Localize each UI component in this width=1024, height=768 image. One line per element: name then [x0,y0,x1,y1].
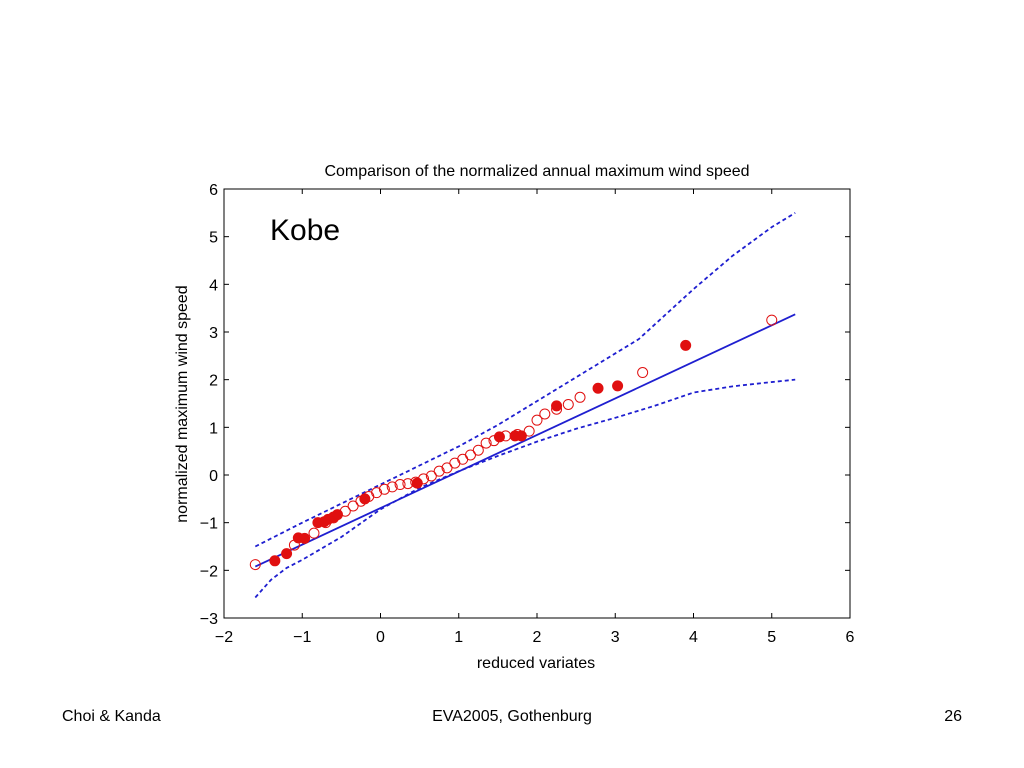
data-point-open [347,500,359,512]
data-point-filled [515,430,527,442]
data-point-open [472,444,484,456]
data-point-open [425,470,437,482]
x-axis-label: reduced variates [477,655,595,672]
data-point-open [249,559,261,571]
y-tick-label: 5 [209,230,218,247]
y-tick-label: −3 [200,611,218,628]
data-point-open [308,527,320,539]
chart-title: Comparison of the normalized annual maxi… [324,163,749,180]
data-point-open [441,462,453,474]
data-point-open [539,408,551,420]
data-point-filled [493,431,505,443]
chart-annotation: Kobe [270,214,340,247]
data-point-filled [551,400,563,412]
data-point-filled [281,548,293,560]
plot-frame [223,188,851,619]
footer-conference: EVA2005, Gothenburg [432,708,592,725]
x-tick-label: 5 [767,629,776,646]
data-point-open [433,465,445,477]
y-tick-label: 0 [209,468,218,485]
confidence-bound-line [254,212,796,548]
data-point-open [449,457,461,469]
confidence-bound-line [254,378,796,599]
data-point-open [457,453,469,465]
y-tick-label: 6 [209,182,218,199]
data-point-filled [592,382,604,394]
x-tick-label: 4 [689,629,698,646]
data-point-open [386,481,398,493]
data-point-filled [299,532,311,544]
data-point-open [523,425,535,437]
data-point-open [480,437,492,449]
data-point-open [464,449,476,461]
footer-authors: Choi & Kanda [62,708,161,725]
footer-page-number: 26 [944,708,962,725]
data-point-open [378,483,390,495]
fit-line [254,313,796,568]
y-tick-label: 2 [209,373,218,390]
x-tick-label: 1 [454,629,463,646]
data-point-open [766,314,778,326]
data-point-filled [680,339,692,351]
data-point-open [637,367,649,379]
data-point-open [562,398,574,410]
y-tick-label: −2 [200,563,218,580]
y-axis-label: normalized maximum wind speed [174,285,191,522]
data-point-open [531,414,543,426]
x-tick-label: 2 [533,629,542,646]
x-tick-label: 0 [376,629,385,646]
y-tick-label: −1 [200,516,218,533]
x-tick-label: −1 [293,629,311,646]
data-point-open [574,391,586,403]
data-point-filled [359,493,371,505]
x-tick-label: 3 [611,629,620,646]
data-point-filled [331,509,343,521]
x-tick-label: −2 [215,629,233,646]
data-point-open [371,487,383,499]
data-point-filled [269,555,281,567]
x-tick-label: 6 [846,629,855,646]
data-point-filled [612,380,624,392]
data-point-open [394,479,406,491]
y-tick-label: 1 [209,420,218,437]
data-point-filled [411,477,423,489]
y-tick-label: 3 [209,325,218,342]
y-tick-label: 4 [209,277,218,294]
